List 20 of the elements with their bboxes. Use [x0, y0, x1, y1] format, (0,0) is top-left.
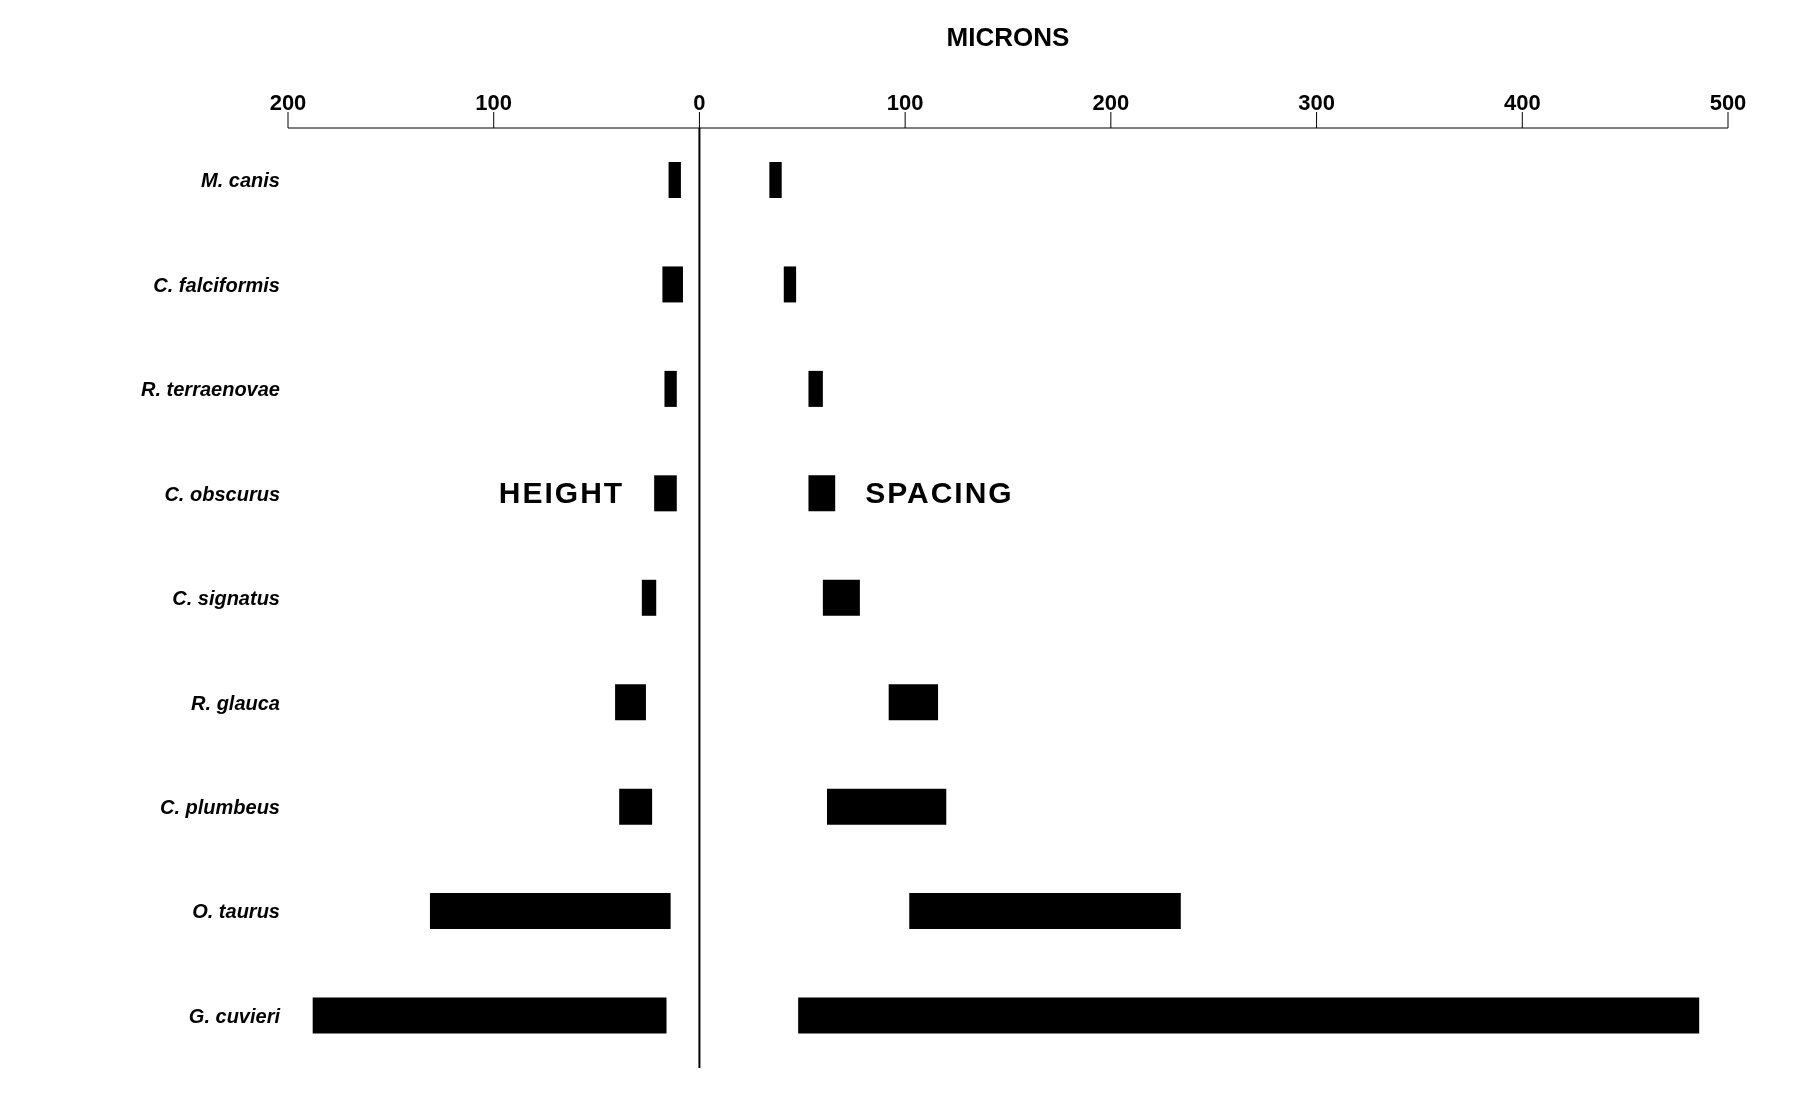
- y-tick-label: C. plumbeus: [159, 795, 280, 818]
- x-axis-title: MICRONS: [946, 22, 1070, 53]
- y-tick-label: C. obscurus: [164, 482, 280, 505]
- y-tick-label: O. taurus: [192, 900, 280, 923]
- x-tick-label: 400: [1503, 90, 1541, 115]
- x-tick-label: 200: [269, 90, 307, 115]
- y-tick-label: M. canis: [201, 169, 280, 192]
- x-tick-label: 300: [1298, 90, 1335, 115]
- series-label: SPACING: [865, 475, 1015, 510]
- y-tick-label: C. signatus: [172, 587, 280, 610]
- x-tick-label: 100: [886, 90, 924, 115]
- x-tick-label: 0: [693, 90, 706, 115]
- y-tick-label: R. terraenovae: [141, 378, 280, 401]
- x-tick-label: 200: [1092, 90, 1130, 115]
- series-label: HEIGHT: [497, 475, 625, 510]
- y-tick-label: C. falciformis: [153, 273, 280, 296]
- y-tick-label: R. glauca: [191, 691, 280, 714]
- x-tick-label: 500: [1709, 90, 1747, 115]
- y-tick-label: G. cuvieri: [188, 1004, 281, 1027]
- x-tick-label: 100: [475, 90, 513, 115]
